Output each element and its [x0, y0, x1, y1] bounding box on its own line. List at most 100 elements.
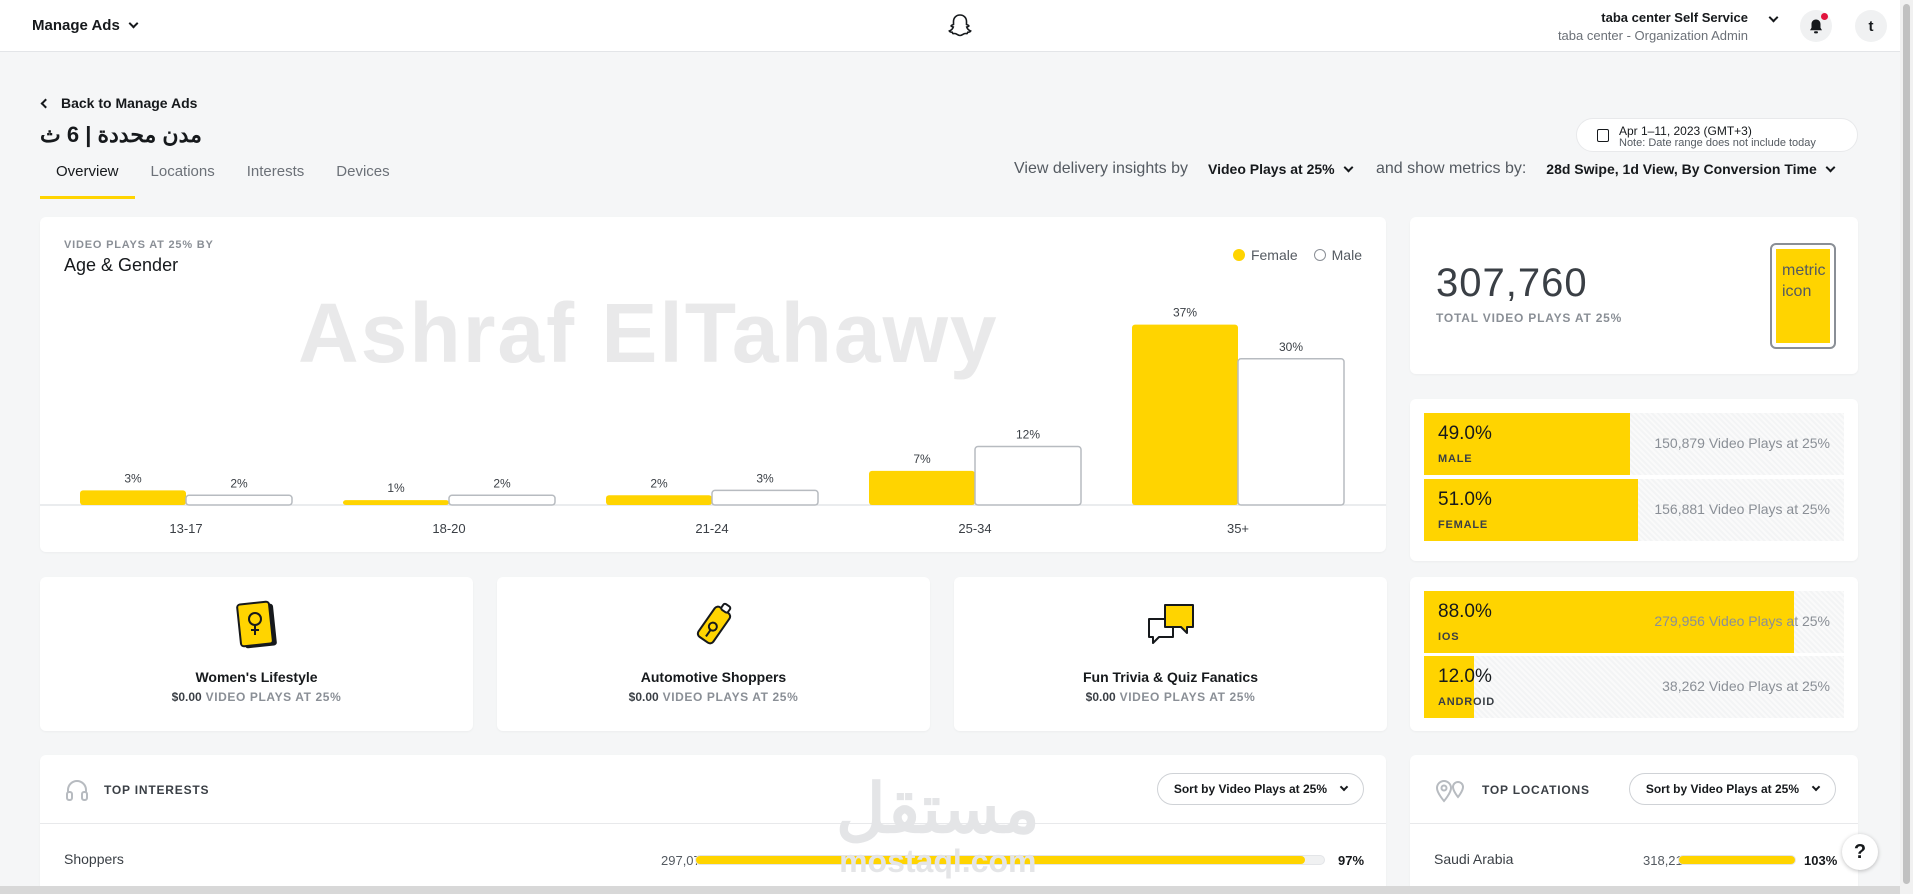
interest-row-bar — [695, 855, 1325, 865]
account-role: taba center - Organization Admin — [1557, 28, 1748, 43]
tab-locations[interactable]: Locations — [150, 163, 215, 180]
chevron-down-icon — [1339, 782, 1349, 792]
scrollbar-thumb[interactable] — [1903, 4, 1910, 884]
interest-value: $0.00 VIDEO PLAYS AT 25% — [954, 690, 1387, 704]
interest-amount: $0.00 — [1085, 690, 1116, 704]
chevron-down-icon[interactable] — [1343, 162, 1354, 172]
chevron-left-icon — [40, 98, 51, 108]
top-interests-title: TOP INTERESTS — [104, 783, 210, 797]
bar-label-male-35+: 30% — [1279, 340, 1303, 354]
chevron-down-icon[interactable] — [1825, 162, 1836, 172]
vertical-scrollbar[interactable] — [1900, 0, 1913, 894]
age-gender-chart: 3% 2% 13-17 1% 2% 18-20 2% 3% 21-24 7% 12% 25-34 37%… — [40, 306, 1386, 536]
device-row-android: 12.0% ANDROID 38,262 Video Plays at 25% — [1424, 656, 1844, 718]
bar-label-female-25-34: 7% — [913, 452, 931, 466]
male-detail: 150,879 Video Plays at 25% — [1654, 435, 1830, 451]
female-detail: 156,881 Video Plays at 25% — [1654, 501, 1830, 517]
top-bar: Manage Ads taba center Self Service taba… — [0, 0, 1900, 52]
bar-label-female-13-17: 3% — [124, 471, 142, 485]
top-locations-header: TOP LOCATIONS — [1434, 777, 1590, 803]
avatar[interactable]: t — [1855, 10, 1887, 42]
interest-metric: VIDEO PLAYS AT 25% — [662, 690, 799, 704]
device-row-ios: 88.0% IOS 279,956 Video Plays at 25% — [1424, 591, 1844, 653]
calendar-icon — [1597, 129, 1609, 142]
legend-female[interactable]: Female — [1232, 247, 1298, 263]
android-detail: 38,262 Video Plays at 25% — [1662, 678, 1830, 694]
interest-metric: VIDEO PLAYS AT 25% — [205, 690, 342, 704]
locations-sort-dropdown[interactable]: Sort by Video Plays at 25% — [1628, 773, 1836, 805]
age-gender-card: VIDEO PLAYS AT 25% BY Age & Gender Ashra… — [40, 217, 1386, 552]
notification-dot — [1821, 13, 1828, 20]
x-tick-label-35+: 35+ — [1227, 521, 1249, 536]
total-label: TOTAL VIDEO PLAYS AT 25% — [1436, 311, 1623, 325]
bar-male-13-17 — [185, 494, 293, 506]
metrics-label: and show metrics by: — [1376, 160, 1527, 177]
android-fill-bar — [1424, 656, 1475, 718]
bar-label-female-35+: 37% — [1173, 306, 1197, 320]
gender-split-card: 49.0% MALE 150,879 Video Plays at 25% 51… — [1410, 399, 1858, 561]
android-label: ANDROID — [1438, 696, 1495, 708]
sort-label: Sort by Video Plays at 25% — [1173, 782, 1327, 796]
interest-amount: $0.00 — [171, 690, 202, 704]
snapchat-ghost-icon[interactable] — [946, 12, 974, 40]
account-chevron-down-icon[interactable] — [1768, 12, 1779, 23]
bar-female-18-20 — [343, 500, 449, 505]
bar-male-18-20 — [448, 494, 556, 506]
chevron-down-icon — [128, 18, 139, 29]
interest-metric: VIDEO PLAYS AT 25% — [1119, 690, 1256, 704]
interest-row-bar-fill — [696, 856, 1306, 864]
ios-fill-bar — [1424, 591, 1794, 653]
interests-sort-dropdown[interactable]: Sort by Video Plays at 25% — [1156, 773, 1364, 805]
bar-label-female-21-24: 2% — [650, 476, 668, 490]
account-switcher[interactable]: taba center Self Service taba center - O… — [1558, 10, 1748, 43]
manage-ads-menu[interactable]: Manage Ads — [32, 17, 139, 34]
date-range-text: Apr 1–11, 2023 (GMT+3) — [1619, 124, 1752, 138]
delivery-insights-control: View delivery insights by Video Plays at… — [1014, 160, 1354, 178]
tab-overview[interactable]: Overview — [40, 160, 135, 199]
ios-detail: 279,956 Video Plays at 25% — [1654, 613, 1830, 629]
x-tick-label-18-20: 18-20 — [432, 521, 465, 536]
back-label: Back to Manage Ads — [61, 95, 198, 111]
x-tick-label-13-17: 13-17 — [169, 521, 202, 536]
tab-interests[interactable]: Interests — [246, 163, 305, 180]
back-link[interactable]: Back to Manage Ads — [40, 95, 198, 111]
date-range-note: Note: Date range does not include today — [1619, 137, 1816, 149]
total-value: 307,760 — [1436, 261, 1588, 305]
delivery-dropdown[interactable]: Video Plays at 25% — [1208, 161, 1335, 177]
bar-female-35+ — [1132, 324, 1238, 505]
date-range-picker[interactable]: Apr 1–11, 2023 (GMT+3) Note: Date range … — [1576, 118, 1858, 152]
mostaql-latin: mostaql.com — [839, 843, 1037, 879]
legend-male-dot — [1313, 249, 1326, 261]
horizontal-scrollbar[interactable] — [0, 886, 1900, 894]
manage-ads-label: Manage Ads — [32, 17, 120, 34]
divider — [1410, 823, 1858, 824]
top-interests-card: TOP INTERESTS Sort by Video Plays at 25%… — [40, 755, 1386, 894]
bar-male-35+ — [1237, 358, 1345, 506]
chart-title: Age & Gender — [64, 255, 179, 275]
location-pins-icon — [1435, 780, 1465, 803]
notifications-button[interactable] — [1800, 10, 1832, 42]
top-locations-card: TOP LOCATIONS Sort by Video Plays at 25%… — [1410, 755, 1858, 894]
ios-pct: 88.0% — [1438, 601, 1492, 622]
interest-card-womens-lifestyle[interactable]: Women's Lifestyle $0.00 VIDEO PLAYS AT 2… — [40, 577, 473, 731]
bar-label-male-21-24: 3% — [756, 471, 774, 485]
metrics-dropdown[interactable]: 28d Swipe, 1d View, By Conversion Time — [1546, 161, 1817, 177]
chat-bubbles-icon — [1147, 604, 1194, 644]
male-label: MALE — [1438, 453, 1473, 465]
help-button[interactable]: ? — [1842, 834, 1878, 870]
account-name: taba center Self Service — [1601, 10, 1748, 25]
interest-card-fun-trivia[interactable]: Fun Trivia & Quiz Fanatics $0.00 VIDEO P… — [954, 577, 1387, 731]
interest-name: Automotive Shoppers — [640, 669, 787, 685]
metrics-control: and show metrics by: 28d Swipe, 1d View,… — [1376, 160, 1836, 178]
bell-icon — [1810, 19, 1822, 33]
interest-card-automotive-shoppers[interactable]: Automotive Shoppers $0.00 VIDEO PLAYS AT… — [497, 577, 930, 731]
location-row-bar-fill — [1679, 856, 1795, 864]
female-fill-bar — [1424, 479, 1639, 541]
male-fill-bar — [1424, 413, 1630, 475]
interest-value: $0.00 VIDEO PLAYS AT 25% — [497, 690, 930, 704]
interest-amount: $0.00 — [628, 690, 659, 704]
legend-male[interactable]: Male — [1313, 247, 1362, 263]
interest-row-name: Shoppers — [64, 851, 124, 867]
gender-row-male: 49.0% MALE 150,879 Video Plays at 25% — [1424, 413, 1844, 475]
tab-devices[interactable]: Devices — [336, 163, 390, 180]
